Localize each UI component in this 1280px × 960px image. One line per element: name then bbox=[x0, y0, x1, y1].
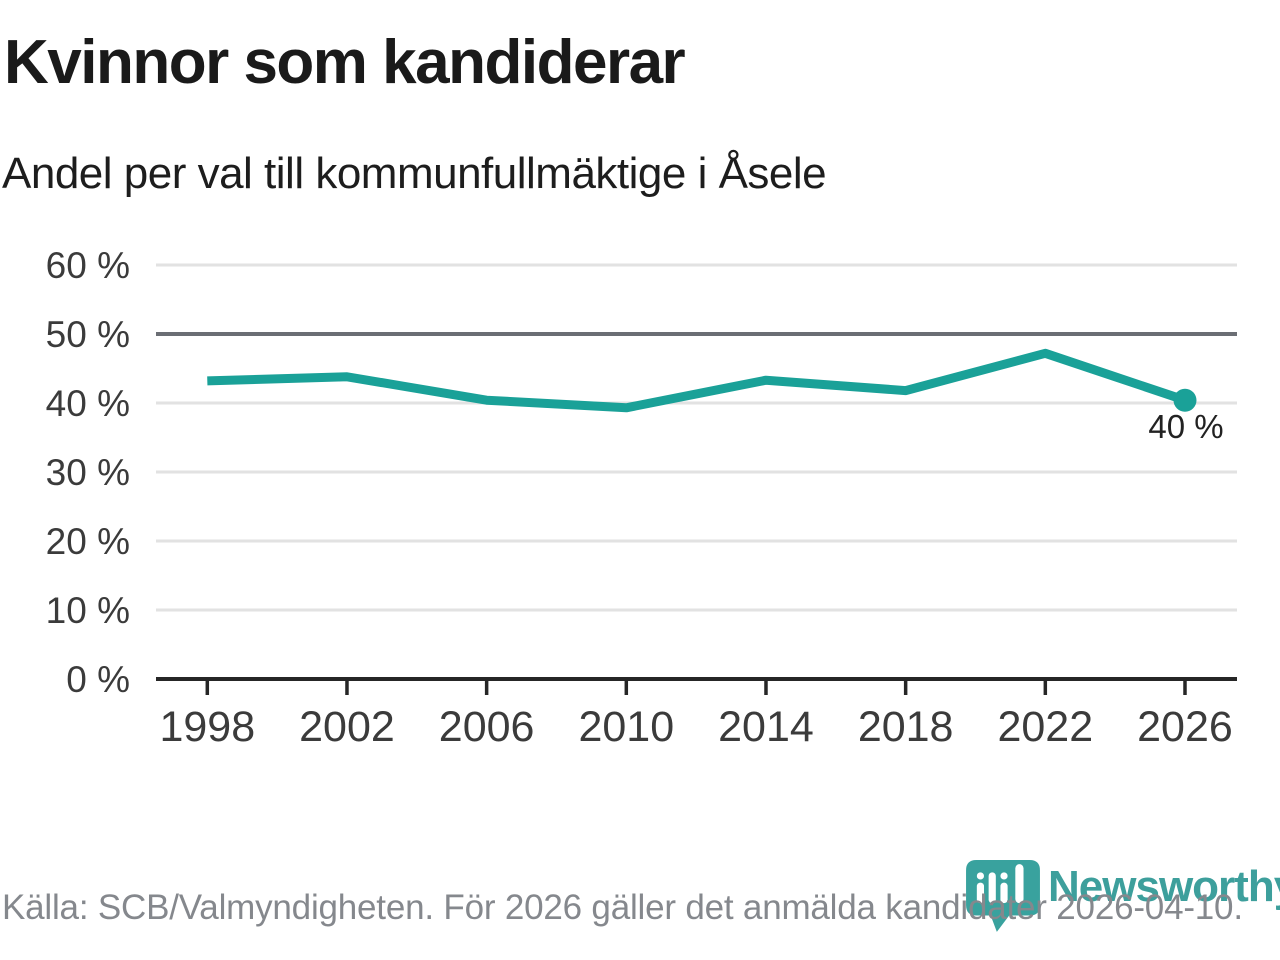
newsworthy-logo-text: Newsworthy bbox=[1048, 862, 1280, 911]
x-axis-label-2026: 2026 bbox=[1137, 703, 1233, 751]
x-axis-label-2010: 2010 bbox=[578, 703, 674, 751]
source-note: Källa: SCB/Valmyndigheten. För 2026 gäll… bbox=[2, 888, 1243, 927]
newsworthy-logo: Newsworthy bbox=[964, 858, 1280, 936]
y-axis-label-40: 40 % bbox=[46, 383, 130, 424]
y-axis-label-30: 30 % bbox=[46, 452, 130, 493]
end-point-marker bbox=[1173, 388, 1197, 412]
x-axis-label-2022: 2022 bbox=[997, 703, 1093, 751]
logo-dot-1 bbox=[976, 872, 985, 880]
end-point-label: 40 % bbox=[1148, 408, 1223, 445]
x-axis-label-2018: 2018 bbox=[858, 703, 954, 751]
y-axis-label-50: 50 % bbox=[46, 314, 130, 355]
logo-dot-2 bbox=[1000, 872, 1008, 880]
x-axis-label-2014: 2014 bbox=[718, 703, 814, 751]
y-axis-label-10: 10 % bbox=[46, 590, 130, 631]
logo-bar-4 bbox=[1015, 864, 1024, 904]
x-axis-label-1998: 1998 bbox=[159, 703, 255, 751]
newsworthy-bubble-barchart-icon bbox=[966, 860, 1040, 932]
y-axis-label-20: 20 % bbox=[46, 521, 130, 562]
x-axis-label-2006: 2006 bbox=[439, 703, 535, 751]
chart-subtitle: Andel per val till kommunfullmäktige i Å… bbox=[2, 149, 827, 198]
data-line bbox=[207, 348, 1187, 413]
y-axis-label-0: 0 % bbox=[66, 659, 130, 700]
logo-bar-3 bbox=[1000, 882, 1008, 904]
logo-bar-2 bbox=[988, 872, 996, 904]
logo-bar-1 bbox=[976, 882, 985, 904]
x-axis-label-2002: 2002 bbox=[299, 703, 395, 751]
line-chart: 0 % 10 % 20 % 30 % 40 % 50 % 60 % 1998 2002 2006 2… bbox=[46, 245, 1237, 751]
y-axis-label-60: 60 % bbox=[46, 245, 130, 286]
chart-title: Kvinnor som kandiderar bbox=[4, 28, 686, 97]
